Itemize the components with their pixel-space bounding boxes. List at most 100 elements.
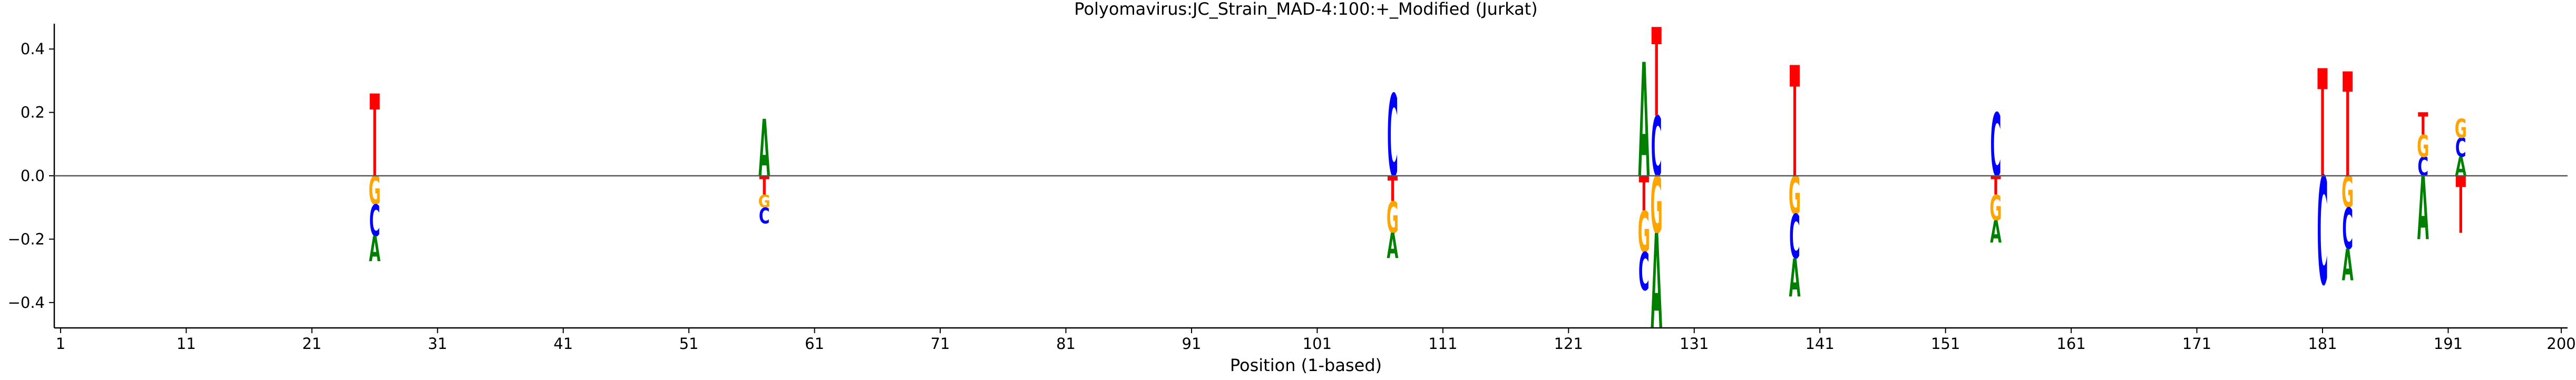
logo-letter-A: A (1638, 31, 1650, 213)
logo-letter-C: C (2455, 133, 2466, 163)
svg-text:G: G (1638, 200, 1650, 265)
logo-letter-A: A (2342, 240, 2354, 291)
logo-letter-G: G (1387, 193, 1399, 243)
svg-text:C: C (2455, 133, 2466, 163)
svg-text:T: T (369, 72, 379, 203)
logo-letter-C: C (1990, 95, 2002, 196)
logo-letter-G: G (2455, 114, 2467, 144)
x-tick-label: 91 (1182, 335, 1202, 353)
logo-letter-C: C (369, 196, 380, 246)
logo-letter-A: A (758, 104, 770, 195)
logo-letter-A: A (369, 229, 380, 269)
svg-text:T: T (759, 171, 770, 202)
x-tick-label: 151 (1931, 335, 1960, 353)
svg-text:A: A (2417, 158, 2429, 259)
chart-title: Polyomavirus:JC_Strain_MAD-4:100:+_Modif… (1074, 0, 1537, 19)
logo-letter-G: G (368, 169, 380, 214)
x-tick-label: 41 (553, 335, 573, 353)
logo-letter-T: T (2317, 39, 2327, 211)
svg-text:T: T (1790, 36, 1800, 212)
logo-letter-C: C (1789, 202, 1800, 273)
x-tick-label: 171 (2182, 335, 2211, 353)
y-tick-label: −0.2 (8, 230, 45, 248)
logo-letter-A: A (1990, 214, 2002, 249)
svg-text:T: T (1652, 3, 1662, 145)
svg-text:A: A (1651, 207, 1662, 359)
y-tick-label: 0.2 (21, 104, 45, 122)
svg-text:T: T (1388, 169, 1398, 209)
logo-letter-C: C (1387, 72, 1398, 203)
x-tick-label: 191 (2434, 335, 2463, 353)
x-tick-label: 51 (679, 335, 699, 353)
x-tick-label: 200 (2546, 335, 2575, 353)
svg-text:G: G (1989, 188, 2002, 228)
svg-text:A: A (1990, 214, 2002, 249)
svg-text:A: A (758, 104, 770, 195)
logo-letter-T: T (1790, 36, 1800, 212)
x-tick-label: 181 (2308, 335, 2337, 353)
x-tick-label: 1 (56, 335, 65, 353)
logo-letter-C: C (2342, 197, 2353, 262)
logo-letter-G: G (1789, 166, 1801, 227)
svg-text:C: C (1387, 72, 1398, 203)
svg-text:G: G (2455, 114, 2467, 144)
svg-text:T: T (2317, 39, 2327, 211)
logo-letter-C: C (2417, 152, 2428, 183)
logo-letter-G: G (758, 192, 770, 212)
logo-letter-T: T (1639, 167, 1649, 222)
logo-letter-C: C (1651, 99, 1662, 196)
y-tick-label: 0.0 (21, 167, 45, 185)
svg-text:A: A (1638, 31, 1650, 213)
logo-letter-G: G (2417, 129, 2429, 164)
svg-text:A: A (2455, 152, 2466, 183)
svg-text:C: C (1651, 99, 1662, 196)
svg-text:C: C (1789, 202, 1800, 273)
axes-layer: 1 11 21 31 41 51 61 71 81 91 101 111 121 131 141 151 161… (8, 24, 2576, 353)
y-tick-label: 0.4 (21, 40, 45, 58)
logo-letter-A: A (1651, 207, 1662, 359)
x-tick-label: 21 (302, 335, 321, 353)
logo-letter-A: A (1387, 226, 1399, 266)
svg-text:T: T (1639, 167, 1649, 222)
svg-text:T: T (2418, 106, 2428, 142)
logo-letter-G: G (1989, 188, 2002, 228)
svg-text:T: T (1990, 171, 2001, 202)
logo-letter-G: G (1651, 161, 1663, 252)
logo-letter-T: T (2456, 161, 2466, 252)
svg-text:A: A (1387, 226, 1399, 266)
x-tick-label: 121 (1554, 335, 1583, 353)
svg-text:C: C (369, 196, 380, 246)
svg-text:G: G (1651, 161, 1663, 252)
svg-text:C: C (2317, 147, 2328, 319)
svg-text:A: A (1789, 248, 1801, 309)
logo-letter-T: T (759, 171, 770, 202)
logo-letter-T: T (2343, 43, 2353, 210)
x-tick-label: 131 (1680, 335, 1709, 353)
x-axis-label: Position (1-based) (1230, 355, 1382, 375)
logo-letter-A: A (2455, 152, 2466, 183)
x-tick-label: 101 (1303, 335, 1332, 353)
x-tick-label: 31 (428, 335, 447, 353)
svg-text:T: T (2456, 161, 2466, 252)
x-tick-label: 81 (1056, 335, 1076, 353)
svg-text:A: A (2342, 240, 2354, 291)
svg-text:A: A (369, 229, 380, 269)
svg-text:T: T (2343, 43, 2353, 210)
svg-text:G: G (2417, 129, 2429, 164)
logo-letter-T: T (1990, 171, 2001, 202)
x-tick-label: 71 (931, 335, 950, 353)
x-tick-label: 141 (1806, 335, 1835, 353)
svg-text:C: C (2417, 152, 2428, 183)
y-tick-label: −0.4 (8, 294, 45, 312)
logo-letter-G: G (1638, 200, 1650, 265)
svg-text:G: G (1789, 166, 1801, 227)
logo-letter-A: A (2417, 158, 2429, 259)
logo-letter-C: C (1638, 242, 1650, 303)
logo-letter-T: T (2418, 106, 2428, 142)
logo-letter-T: T (1388, 169, 1398, 209)
svg-text:G: G (2341, 167, 2354, 218)
svg-text:G: G (1387, 193, 1399, 243)
